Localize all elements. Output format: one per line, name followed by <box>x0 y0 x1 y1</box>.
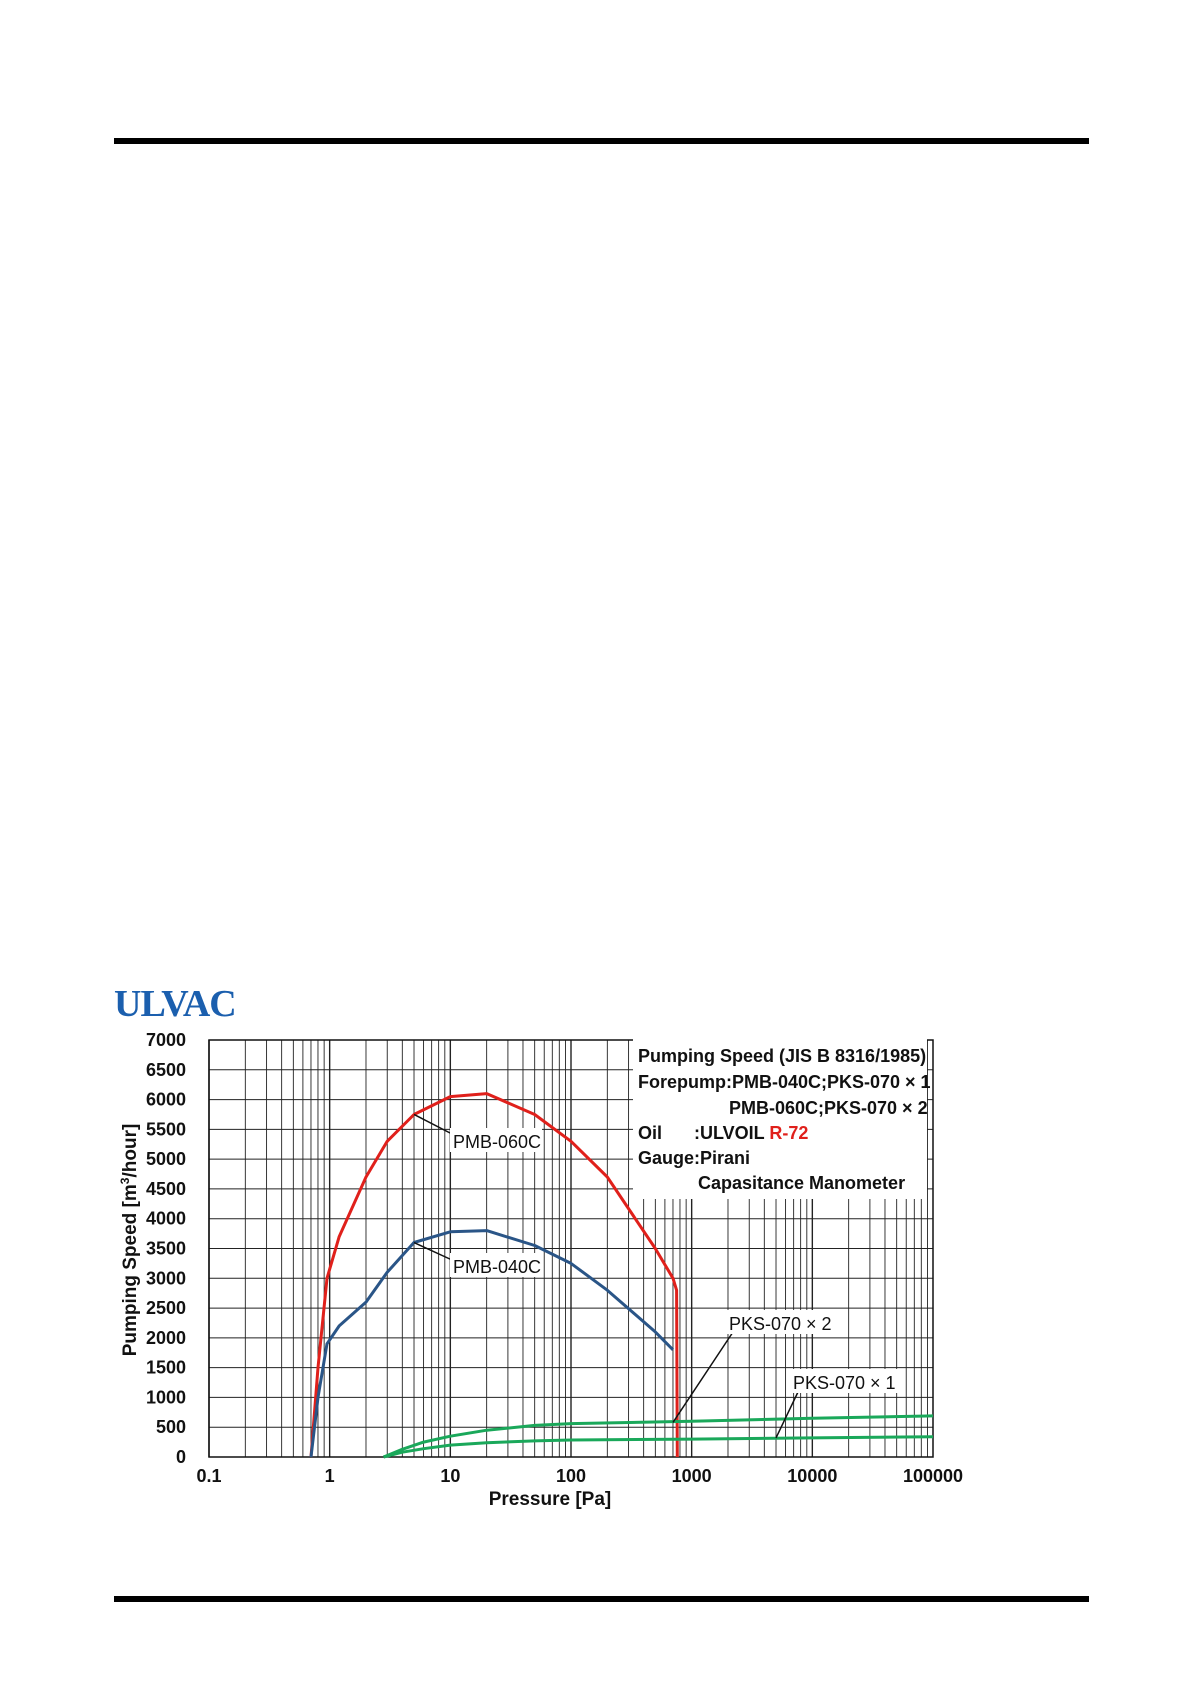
y-tick-label: 7000 <box>146 1030 186 1050</box>
series-line-4 <box>383 1435 934 1459</box>
notes-line-3: PMB-060C;PKS-070 × 2 <box>729 1098 928 1118</box>
label-leaders <box>413 1113 799 1439</box>
y-tick-label: 6500 <box>146 1060 186 1080</box>
y-tick-label: 2000 <box>146 1328 186 1348</box>
notes-line-6: Capasitance Manometer <box>698 1173 905 1193</box>
chart-curves <box>309 1092 934 1459</box>
y-tick-label: 3500 <box>146 1239 186 1259</box>
x-axis-label: Pressure [Pa] <box>489 1489 612 1510</box>
notes-oil-highlight: R-72 <box>769 1123 808 1143</box>
y-tick-label: 0 <box>176 1447 186 1467</box>
y-axis-label-part2: /hour] <box>120 1124 141 1178</box>
y-tick-label: 2500 <box>146 1298 186 1318</box>
y-tick-label: 1000 <box>146 1387 186 1407</box>
notes-line-4-prefix: Oil <box>638 1123 662 1143</box>
y-axis-label: Pumping Speed [m3/hour] <box>118 1124 141 1357</box>
y-tick-labels: 0 500 1000 1500 2000 2500 3000 3500 4000 4500 5000… <box>146 1030 186 1467</box>
leader-pks-070-x2 <box>672 1331 734 1423</box>
ulvac-logo: ULVAC <box>114 983 236 1025</box>
x-tick-label: 10 <box>440 1466 460 1486</box>
y-tick-label: 1500 <box>146 1358 186 1378</box>
label-pks-070-x2: PKS-070 × 2 <box>729 1314 832 1334</box>
label-bg-pks1 <box>790 1369 898 1393</box>
x-tick-labels: 0.1 1 10 100 1000 10000 100000 <box>196 1466 963 1486</box>
x-tick-label: 0.1 <box>196 1466 221 1486</box>
plot-frame <box>208 1039 934 1458</box>
label-pmb-060c: PMB-060C <box>453 1132 541 1152</box>
label-bg-pmb040c <box>450 1253 542 1277</box>
x-tick-label: 1000 <box>672 1466 712 1486</box>
notes-box <box>633 1037 927 1199</box>
y-tick-label: 6000 <box>146 1090 186 1110</box>
x-tick-label: 100000 <box>903 1466 963 1486</box>
leader-pmb-060c <box>413 1113 453 1135</box>
y-tick-label: 4000 <box>146 1209 186 1229</box>
y-axis-label-part1: Pumping Speed [m <box>120 1184 141 1356</box>
series-line-2 <box>309 1229 675 1458</box>
y-tick-label: 5500 <box>146 1119 186 1139</box>
label-bg-pks2 <box>726 1310 834 1334</box>
notes-oil-value: :ULVOIL <box>694 1123 769 1143</box>
y-tick-label: 3000 <box>146 1268 186 1288</box>
x-tick-label: 10000 <box>787 1466 837 1486</box>
label-bg-pmb060c <box>450 1128 542 1152</box>
leader-pks-070-x1 <box>775 1391 799 1439</box>
label-pks-070-x1: PKS-070 × 1 <box>793 1373 896 1393</box>
series-line-1 <box>309 1092 679 1458</box>
leader-pmb-040c <box>413 1241 453 1261</box>
notes-line-4: :ULVOIL R-72 <box>694 1123 808 1143</box>
y-axis-label-superscript: 3 <box>118 1177 132 1184</box>
x-tick-label: 1 <box>325 1466 335 1486</box>
notes-line-2: Forepump:PMB-040C;PKS-070 × 1 <box>638 1072 931 1092</box>
x-tick-label: 100 <box>556 1466 586 1486</box>
y-tick-label: 4500 <box>146 1179 186 1199</box>
y-tick-label: 500 <box>156 1417 186 1437</box>
notes-line-5: Gauge:Pirani <box>638 1148 750 1168</box>
bottom-rule <box>114 1596 1089 1602</box>
label-pmb-040c: PMB-040C <box>453 1257 541 1277</box>
y-tick-label: 5000 <box>146 1149 186 1169</box>
notes-line-1: Pumping Speed (JIS B 8316/1985) <box>638 1046 926 1066</box>
top-rule <box>114 138 1089 144</box>
series-line-3 <box>383 1414 934 1459</box>
